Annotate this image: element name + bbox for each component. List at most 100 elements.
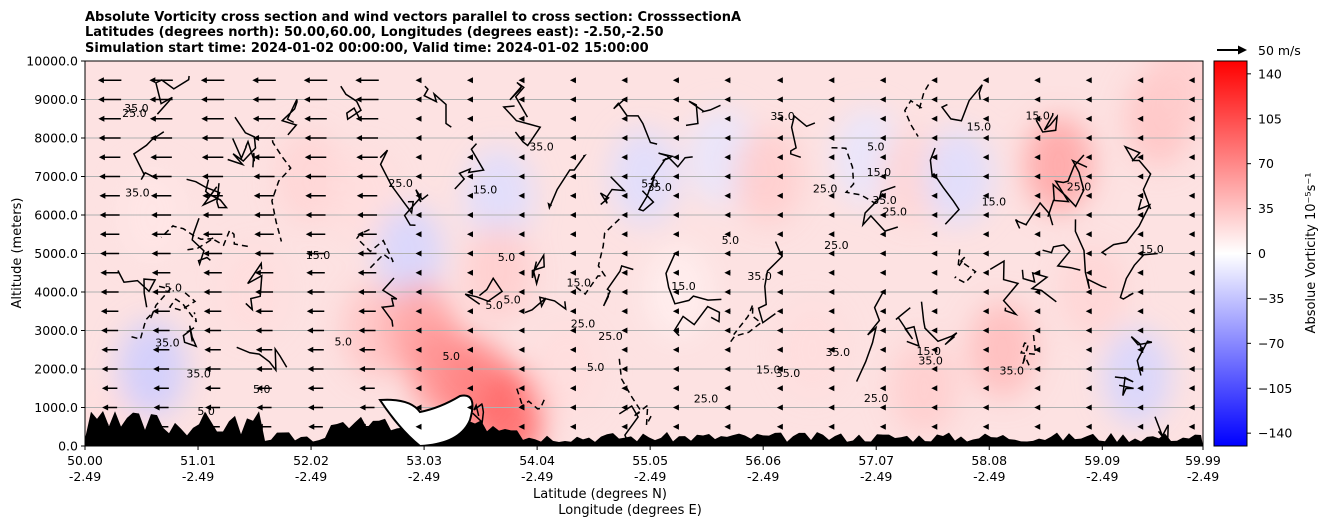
wind-vector-head — [776, 231, 783, 238]
wind-vector-head — [672, 135, 679, 141]
wind-vector — [200, 77, 225, 84]
wind-vector-head — [879, 173, 886, 180]
wind-vector — [828, 366, 835, 372]
wind-vector-head — [828, 423, 835, 430]
wind-vector-head — [152, 289, 159, 295]
wind-vector — [358, 346, 376, 353]
wind-vector — [569, 366, 576, 372]
wind-vector-head — [621, 308, 628, 315]
wind-vector — [776, 212, 783, 218]
wind-vector-head — [98, 115, 105, 122]
wind-vector — [518, 115, 525, 122]
colorbar-tick-label-8: 140 — [1258, 66, 1282, 81]
wind-vector — [982, 173, 989, 180]
x-tick-lon-label-5: -2.49 — [634, 469, 666, 484]
wind-vector — [672, 404, 679, 411]
wind-vector — [305, 192, 326, 199]
wind-vector — [621, 77, 628, 84]
wind-vector — [1188, 231, 1195, 238]
contour-line-23 — [1035, 112, 1059, 133]
contour-label-44: 5.0 — [165, 281, 183, 294]
wind-vector-head — [415, 154, 422, 161]
wind-vector-head — [672, 385, 679, 392]
wind-vector — [569, 77, 576, 84]
wind-vector — [879, 135, 886, 141]
y-tick-label-2: 2000.0 — [34, 362, 78, 377]
contour-line-14 — [509, 81, 529, 118]
wind-vector-head — [357, 250, 364, 257]
contour-line-63 — [920, 301, 958, 346]
wind-vector — [201, 135, 224, 141]
wind-vector — [1034, 269, 1041, 276]
wind-vector-head — [879, 289, 886, 295]
wind-vector-head — [672, 308, 679, 315]
wind-vector-head — [1188, 96, 1195, 103]
wind-vector-head — [1137, 404, 1144, 411]
wind-vector — [308, 404, 324, 411]
wind-vector-head — [931, 135, 938, 141]
wind-vector — [1188, 212, 1195, 218]
wind-vector — [356, 173, 378, 180]
wind-vector — [518, 96, 525, 103]
wind-vector-head — [201, 154, 208, 161]
contour-label-34: 25.0 — [388, 177, 413, 190]
wind-vector — [1085, 77, 1092, 84]
wind-vector-head — [466, 135, 473, 141]
wind-vector-head — [672, 423, 679, 430]
wind-vector-head — [1085, 308, 1092, 315]
wind-vector — [518, 423, 525, 430]
wind-vector — [569, 173, 576, 180]
wind-vector-head — [1137, 269, 1144, 276]
wind-vector — [466, 327, 473, 334]
wind-vector — [357, 250, 377, 257]
wind-vector — [1034, 404, 1041, 411]
wind-vector — [1085, 289, 1092, 295]
wind-vector — [101, 327, 119, 334]
wind-vector — [518, 212, 525, 218]
wind-vector — [1188, 269, 1195, 276]
wind-vector — [931, 77, 938, 84]
wind-vector — [1034, 115, 1041, 122]
wind-vector — [149, 115, 173, 122]
wind-vector-head — [151, 231, 158, 238]
wind-vector — [1188, 385, 1195, 392]
wind-vector — [724, 77, 731, 84]
wind-vector-head — [466, 404, 473, 411]
wind-vector — [1137, 327, 1144, 334]
contour-label-30: 35.0 — [747, 270, 772, 283]
wind-vector — [1137, 269, 1144, 276]
wind-vector-head — [307, 366, 314, 372]
wind-vector-head — [252, 77, 259, 84]
wind-vector-head — [672, 327, 679, 334]
wind-vector-head — [415, 346, 422, 353]
wind-vector-head — [776, 115, 783, 122]
wind-vector — [672, 212, 679, 218]
wind-vector — [253, 154, 275, 161]
wind-vector-head — [982, 135, 989, 141]
wind-vector-head — [776, 366, 783, 372]
wind-vector — [879, 289, 886, 295]
title-line-3: Simulation start time: 2024-01-02 00:00:… — [85, 41, 649, 56]
wind-vector — [98, 115, 121, 122]
wind-vector — [466, 308, 473, 315]
wind-vector — [466, 289, 473, 295]
wind-vector — [415, 404, 422, 411]
wind-vector — [518, 346, 525, 353]
wind-vector-head — [518, 308, 525, 315]
wind-vector — [1188, 115, 1195, 122]
wind-vector-head — [1085, 173, 1092, 180]
wind-vector — [151, 212, 172, 218]
wind-vector — [828, 154, 835, 161]
wind-vector — [255, 308, 273, 315]
wind-vector-head — [879, 96, 886, 103]
y-tick-label-8: 8000.0 — [34, 131, 78, 146]
contour-line-46 — [168, 292, 198, 323]
y-axis-label: Altitude (meters) — [10, 198, 25, 309]
wind-vector-head — [100, 250, 107, 257]
contour-line-53 — [940, 84, 983, 122]
wind-vector — [357, 212, 378, 218]
wind-vector — [621, 366, 628, 372]
wind-vector — [466, 404, 473, 411]
wind-vector-head — [152, 327, 159, 334]
wind-vector-head — [466, 385, 473, 392]
